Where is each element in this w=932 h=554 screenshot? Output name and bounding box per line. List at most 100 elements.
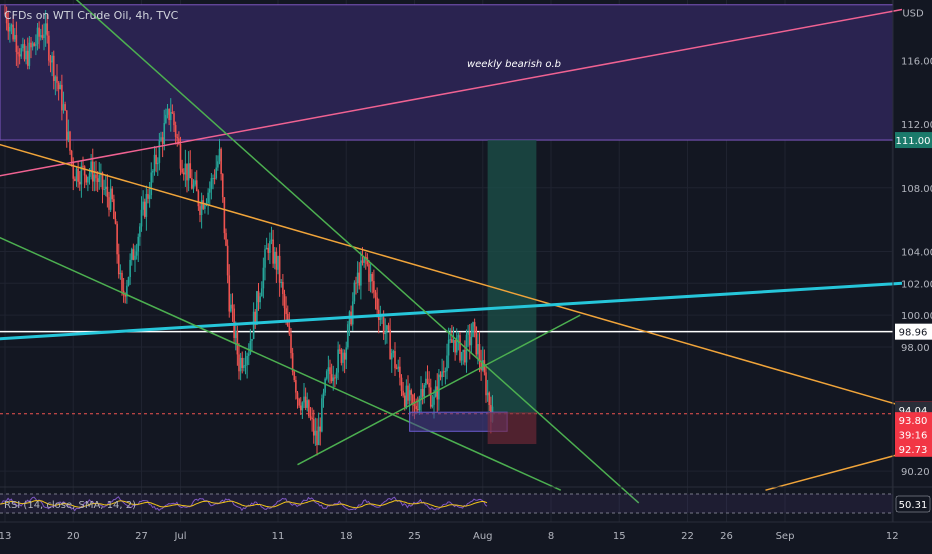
rsi-sma-line xyxy=(0,500,488,509)
candle-body xyxy=(54,76,57,81)
candle-body xyxy=(460,352,463,361)
candle-body xyxy=(265,247,268,250)
candle-body xyxy=(72,161,75,179)
candle-body xyxy=(23,44,26,60)
candle-body xyxy=(57,82,60,90)
trendline-pink[interactable] xyxy=(0,8,903,177)
candle-body xyxy=(459,335,461,361)
candle-body xyxy=(340,349,343,363)
candle-body xyxy=(173,113,175,126)
candle-body xyxy=(283,294,286,309)
candle-body xyxy=(223,197,226,234)
candle-body xyxy=(429,387,432,407)
candle-body xyxy=(413,403,416,407)
candle-body xyxy=(152,171,154,173)
candle-body xyxy=(473,322,476,327)
price-tick-label: 116.00 xyxy=(901,56,932,67)
trendline-green-upper[interactable] xyxy=(73,0,640,504)
trendline-orange-upper[interactable] xyxy=(0,143,903,407)
candle-body xyxy=(256,291,258,325)
candle-body xyxy=(478,344,481,362)
date-tick-label: Aug xyxy=(473,531,493,542)
rsi-pane[interactable]: RSI (14, close, SMA, 14, 2) xyxy=(0,493,893,514)
candle-body xyxy=(306,400,309,408)
time-axis[interactable]: 13 20 27 Jul 11 18 25 Aug 8 15 22 26 Sep 12 xyxy=(0,531,899,542)
candle-body xyxy=(486,392,489,396)
candle-body xyxy=(364,256,367,258)
candle-body xyxy=(85,175,88,183)
price-axis[interactable]: 116.00 112.00 108.00 104.00 102.00 100.00 98.0… xyxy=(895,9,932,478)
candle-body xyxy=(363,256,365,263)
candle-body xyxy=(179,143,182,169)
trendlines[interactable] xyxy=(0,0,903,504)
date-tick-label: 22 xyxy=(681,531,694,542)
candle-body xyxy=(15,35,18,53)
candle-body xyxy=(390,353,393,360)
candle-body xyxy=(109,188,112,210)
trendline-orange-lower[interactable] xyxy=(765,452,903,491)
candle-body xyxy=(303,396,305,403)
candle-body xyxy=(382,317,385,335)
candle-body xyxy=(75,168,78,182)
candle-body xyxy=(38,27,40,37)
candle-body xyxy=(361,260,364,263)
candle-body xyxy=(197,191,200,207)
candle-body xyxy=(241,357,244,368)
candle-body xyxy=(358,272,361,286)
candle-body xyxy=(353,282,356,302)
date-tick-label: 13 xyxy=(0,531,11,542)
trendline-green-rising[interactable] xyxy=(297,314,581,466)
candle-body xyxy=(52,55,55,81)
candle-body xyxy=(334,377,336,379)
candle-body xyxy=(325,371,328,379)
candle-body xyxy=(213,178,216,180)
candle-body xyxy=(441,371,443,378)
price-tick-label: 98.00 xyxy=(901,343,930,354)
zone-label: weekly bearish o.b xyxy=(467,59,561,70)
trendline-cyan[interactable] xyxy=(0,281,903,341)
date-tick-label: 11 xyxy=(272,531,285,542)
price-tag-label: 98.96 xyxy=(899,328,928,339)
candle-body xyxy=(376,297,378,310)
candle-body xyxy=(64,104,66,111)
candle-body xyxy=(360,260,362,286)
candle-body xyxy=(230,304,232,312)
candle-body xyxy=(423,385,426,397)
date-tick-label: Jul xyxy=(173,531,186,542)
date-tick-label: 25 xyxy=(408,531,421,542)
price-tag-label: USD xyxy=(902,9,924,20)
candle-body xyxy=(39,35,42,37)
trendline-green-lower[interactable] xyxy=(0,236,562,491)
candle-body xyxy=(207,192,209,203)
candle-body xyxy=(299,405,302,411)
price-tick-label: 104.00 xyxy=(901,247,932,258)
candle-body xyxy=(116,223,118,255)
candle-body xyxy=(199,206,201,215)
candle-body xyxy=(121,272,123,291)
candle-body xyxy=(187,163,190,181)
candle-body xyxy=(225,233,227,246)
candle-body xyxy=(309,416,312,418)
candle-body xyxy=(322,392,325,399)
candle-body xyxy=(12,24,14,40)
candle-body xyxy=(405,385,408,407)
rsi-value: 50.31 xyxy=(899,500,928,511)
candle-body xyxy=(174,125,177,137)
candle-body xyxy=(418,398,421,411)
candle-body xyxy=(394,351,396,369)
candle-body xyxy=(215,167,218,179)
candle-body xyxy=(189,163,192,179)
candle-body xyxy=(392,351,395,354)
candle-body xyxy=(17,52,19,55)
candle-body xyxy=(408,390,411,401)
candle-body xyxy=(80,165,83,185)
symbol-title[interactable]: CFDs on WTI Crude Oil, 4h, TVC xyxy=(4,9,179,22)
candle-body xyxy=(267,247,270,253)
price-tick-label: 112.00 xyxy=(901,120,932,131)
candle-body xyxy=(327,367,330,372)
candle-body xyxy=(7,23,10,32)
price-tag-bg xyxy=(895,412,932,429)
target-box xyxy=(487,140,537,414)
